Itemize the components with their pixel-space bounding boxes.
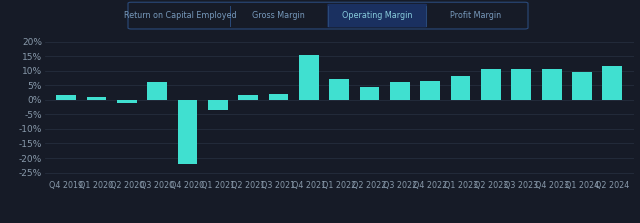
Bar xyxy=(86,97,106,100)
Bar xyxy=(481,69,501,100)
Bar xyxy=(147,82,167,100)
Text: Operating Margin: Operating Margin xyxy=(342,11,412,20)
Text: Gross Margin: Gross Margin xyxy=(252,11,305,20)
Bar xyxy=(238,95,258,100)
Bar xyxy=(420,81,440,100)
Text: Profit Margin: Profit Margin xyxy=(450,11,501,20)
Text: Return on Capital Employed: Return on Capital Employed xyxy=(124,11,237,20)
Bar xyxy=(177,100,197,164)
Bar xyxy=(451,76,470,100)
Bar xyxy=(56,95,76,100)
Bar xyxy=(602,66,622,100)
Bar xyxy=(542,69,561,100)
Bar xyxy=(117,100,136,103)
Bar xyxy=(511,69,531,100)
Bar xyxy=(269,94,289,100)
Bar xyxy=(330,79,349,100)
Bar xyxy=(360,87,380,100)
Bar xyxy=(572,72,592,100)
Bar xyxy=(208,100,228,110)
Bar xyxy=(299,55,319,100)
Bar xyxy=(390,82,410,100)
